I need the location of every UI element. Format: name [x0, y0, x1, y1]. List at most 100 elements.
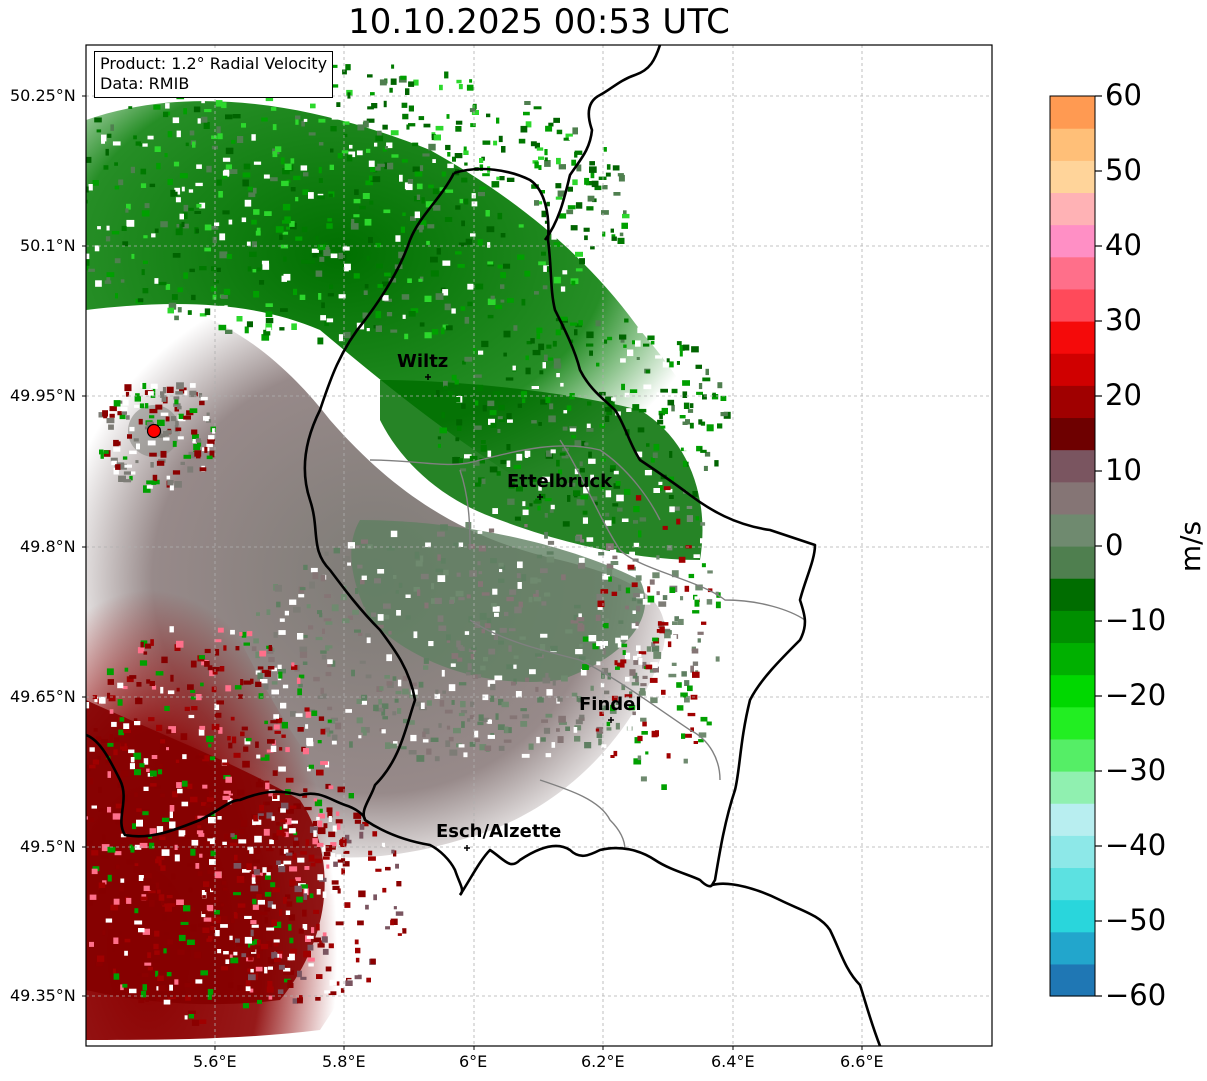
echo-bin [628, 705, 636, 711]
echo-bin [284, 610, 289, 616]
echo-bin [99, 449, 104, 455]
echo-bin [306, 604, 311, 609]
echo-bin [178, 413, 184, 419]
echo-bin [395, 929, 403, 934]
echo-bin [679, 350, 683, 357]
echo-bin [253, 209, 260, 215]
echo-bin [363, 120, 369, 128]
echo-bin [627, 349, 634, 357]
echo-bin [328, 251, 335, 254]
echo-bin [323, 249, 331, 257]
echo-bin [228, 982, 234, 988]
echo-bin [129, 376, 133, 383]
echo-bin [281, 734, 286, 738]
echo-bin [377, 614, 384, 621]
echo-bin [354, 189, 359, 195]
echo-bin [451, 374, 457, 381]
echo-bin [461, 403, 466, 409]
echo-bin [602, 623, 609, 629]
echo-bin [256, 227, 261, 233]
echo-bin [576, 617, 585, 622]
lat-tick: 50.1°N [20, 236, 76, 255]
echo-bin [598, 552, 605, 556]
echo-bin [263, 683, 269, 690]
echo-bin [360, 539, 368, 544]
echo-bin [309, 893, 314, 898]
echo-bin [207, 994, 212, 1000]
echo-bin [525, 367, 531, 375]
echo-bin [483, 656, 488, 662]
echo-bin [166, 386, 174, 393]
echo-bin [341, 150, 349, 154]
echo-bin [695, 364, 702, 369]
echo-bin [179, 387, 187, 394]
echo-bin [531, 420, 537, 424]
echo-bin [637, 755, 642, 761]
echo-bin [120, 770, 129, 777]
echo-bin [226, 254, 232, 259]
echo-bin [365, 180, 373, 186]
echo-bin [109, 734, 113, 740]
echo-bin [264, 720, 268, 725]
echo-bin [304, 707, 310, 712]
echo-bin [318, 178, 323, 183]
echo-bin [366, 637, 371, 644]
echo-bin [657, 419, 664, 425]
echo-bin [183, 108, 187, 115]
echo-bin [443, 380, 448, 387]
echo-bin [137, 973, 143, 977]
echo-bin [685, 419, 690, 425]
echo-bin [187, 783, 193, 789]
echo-bin [516, 573, 521, 579]
echo-bin [233, 912, 238, 919]
echo-bin [290, 805, 297, 809]
echo-bin [546, 344, 552, 349]
echo-bin [164, 906, 172, 912]
colorbar-strip [1050, 578, 1095, 611]
echo-bin [91, 868, 98, 875]
echo-bin [264, 966, 268, 974]
echo-bin [503, 330, 511, 338]
echo-bin [278, 866, 286, 873]
echo-bin [207, 665, 213, 671]
echo-bin [190, 689, 196, 693]
echo-bin [118, 179, 124, 186]
echo-bin [458, 84, 463, 90]
echo-bin [250, 678, 254, 684]
echo-bin [623, 344, 627, 348]
echo-bin [348, 151, 356, 158]
echo-bin [289, 879, 296, 886]
echo-bin [259, 815, 265, 820]
echo-bin [578, 563, 586, 569]
echo-bin [151, 685, 157, 690]
echo-bin [586, 428, 594, 432]
echo-bin [200, 970, 208, 976]
echo-bin [656, 392, 661, 398]
echo-bin [303, 788, 308, 793]
echo-bin [126, 415, 130, 420]
echo-bin [395, 863, 399, 869]
echo-bin [487, 734, 495, 739]
echo-bin [134, 404, 140, 408]
echo-bin [149, 945, 157, 950]
echo-bin [492, 508, 498, 514]
echo-bin [503, 739, 512, 743]
echo-bin [611, 591, 618, 596]
echo-bin [252, 904, 259, 910]
echo-bin [278, 863, 285, 868]
echo-bin [590, 246, 595, 250]
echo-bin [437, 554, 441, 561]
echo-bin [470, 701, 474, 707]
echo-bin [606, 164, 611, 170]
echo-bin [327, 706, 333, 711]
echo-bin [541, 251, 546, 256]
echo-bin [293, 288, 298, 295]
echo-bin [548, 415, 556, 423]
echo-bin [86, 764, 91, 772]
echo-bin [545, 672, 549, 679]
echo-bin [297, 857, 305, 863]
echo-bin [250, 945, 256, 953]
echo-bin [325, 966, 332, 972]
echo-bin [466, 84, 474, 91]
echo-bin [454, 153, 463, 159]
